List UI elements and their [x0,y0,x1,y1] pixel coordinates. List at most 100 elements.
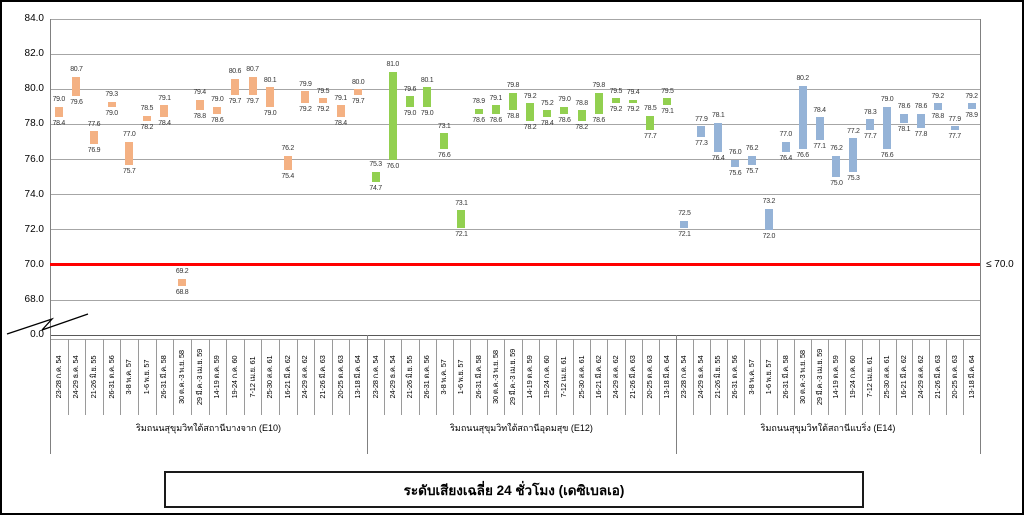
range-bar [457,210,466,228]
category-separator [435,339,437,415]
range-bar [107,101,116,107]
min-value-label: 79.2 [299,106,312,114]
station-group-label: ริมถนนสุขุมวิทใต้สถานีบางจาก (E10) [136,423,281,433]
range-bar [916,113,925,128]
max-value-label: 79.5 [316,87,330,95]
max-value-label: 76.2 [281,145,295,153]
category-label: 14-19 ต.ค. 59 [212,355,222,399]
category-separator [452,339,454,415]
range-bar [388,71,397,160]
range-bar [160,105,169,118]
category-label: 14-19 ต.ค. 59 [831,355,841,399]
range-bar [560,106,569,114]
category-separator [208,339,210,415]
category-separator [760,339,762,415]
max-value-label: 78.6 [897,103,911,111]
category-label: 23-28 ก.ค. 54 [679,355,689,399]
category-label: 16-21 มี.ค. 62 [593,355,603,399]
range-bar [405,96,414,107]
range-bar [266,87,275,107]
category-label: 25-30 ส.ค. 61 [882,355,892,399]
range-bar [866,119,875,130]
category-separator [349,339,351,415]
min-value-label: 78.6 [489,116,503,124]
min-value-label: 78.6 [558,116,571,124]
range-bar [697,126,706,137]
category-separator [278,339,280,415]
category-separator [487,339,489,415]
category-label: 7-12 เม.ย. 61 [559,356,569,398]
category-separator [624,339,626,415]
max-value-label: 80.6 [228,68,242,76]
range-bar [526,103,535,121]
min-value-label: 72.1 [678,230,691,238]
category-label: 24-29 ส.ค. 62 [300,355,310,399]
min-value-label: 75.7 [745,167,759,175]
y-tick-label: 0.0 [30,329,44,340]
range-bar [714,122,723,153]
y-tick-label: 84.0 [24,13,44,24]
range-bar [248,76,257,95]
min-value-label: 79.7 [228,97,242,105]
max-value-label: 79.0 [52,96,66,104]
range-bar [680,220,689,228]
min-value-label: 78.6 [592,116,606,124]
max-value-label: 76.0 [728,149,742,156]
category-label: 19-24 ก.ค. 60 [542,355,552,399]
max-value-label: 80.1 [420,76,434,84]
category-separator [777,339,779,415]
x-axis-line [50,335,980,336]
min-value-label: 78.9 [965,111,978,119]
category-separator [296,339,298,415]
min-value-label: 76.6 [438,151,451,159]
gridline [50,89,980,90]
max-value-label: 78.1 [712,112,725,120]
min-value-label: 78.4 [334,120,347,128]
gridline [50,54,980,55]
range-bar [629,99,638,104]
category-label: 20-25 ต.ค. 63 [335,355,345,399]
category-separator [521,339,523,415]
category-label: 21-26 มิ.ย. 55 [404,355,414,399]
category-separator [243,339,245,415]
min-value-label: 78.1 [897,125,911,133]
min-value-label: 75.6 [728,169,742,177]
range-bar [474,108,483,114]
range-bar [283,155,292,171]
category-separator [504,339,506,415]
category-label: 19-24 ก.ค. 60 [229,355,239,399]
category-separator [418,339,420,415]
min-value-label: 78.6 [211,116,224,124]
threshold-line [50,263,980,267]
range-bar [90,131,99,144]
range-bar [72,76,81,97]
range-bar [423,87,432,107]
range-bar [933,103,942,111]
min-value-label: 76.9 [87,146,101,154]
category-separator [828,339,829,415]
max-value-label: 79.2 [523,92,537,100]
category-label: 26-31 มี.ค. 58 [780,355,790,399]
category-separator [261,339,263,415]
range-bar [440,133,449,149]
category-separator [794,339,796,415]
max-value-label: 75.3 [369,161,382,169]
category-label: 29 มี.ค.-3 เม.ย. 59 [507,348,517,406]
category-label: 30 ต.ค.-3 พ.ย. 58 [797,350,807,404]
range-bar [508,92,517,111]
category-label: 21-26 มี.ค. 63 [932,355,942,399]
category-label: 30 ต.ค.-3 พ.ย. 58 [490,350,500,404]
min-value-label: 76.4 [779,155,793,163]
range-bar [54,106,63,118]
category-label: 26-31 มี.ค. 58 [159,355,169,399]
max-value-label: 73.1 [438,122,451,130]
range-bar [491,105,500,114]
min-value-label: 77.1 [813,143,826,151]
y-tick-label: 76.0 [24,153,44,165]
max-value-label: 73.1 [455,199,468,207]
category-label: 21-26 มี.ค. 63 [628,355,638,399]
max-value-label: 79.3 [105,91,118,99]
min-value-label: 78.4 [52,120,66,128]
category-box-top-line [50,339,980,340]
